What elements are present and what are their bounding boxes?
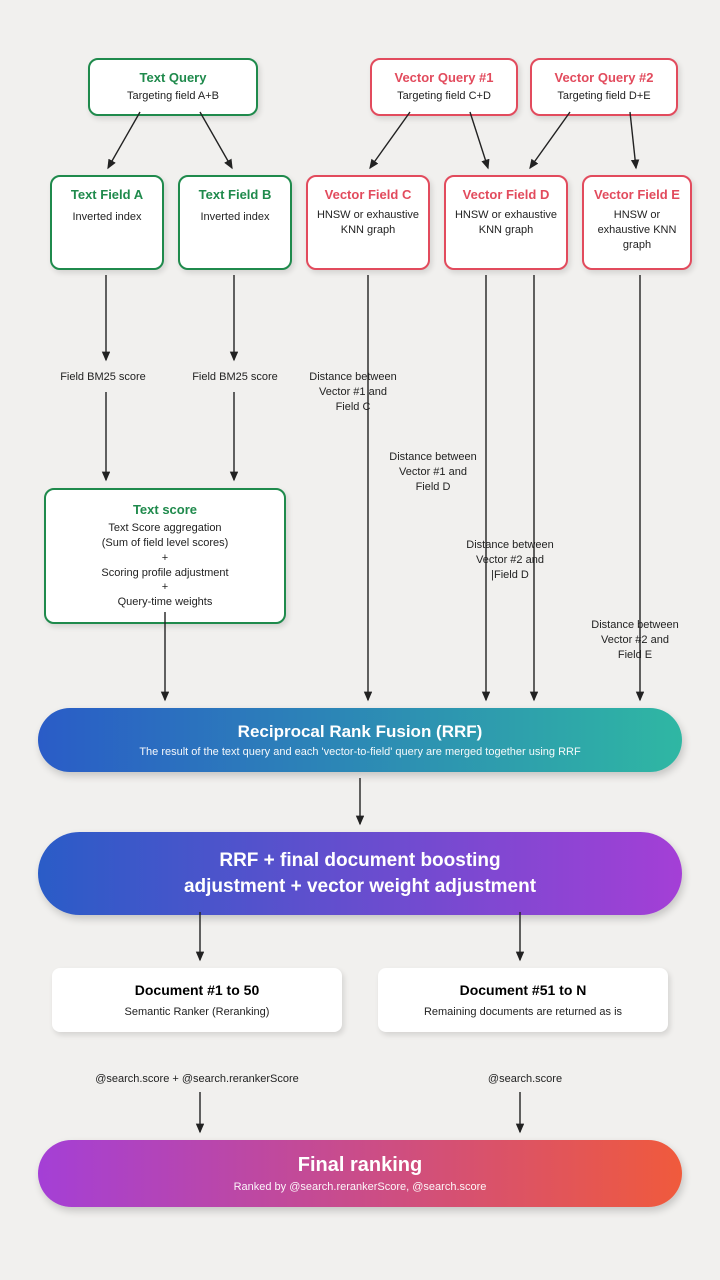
doc2-title: Document #51 to N <box>390 982 656 998</box>
bm25-a-label: Field BM25 score <box>48 370 158 385</box>
tfb-title: Text Field B <box>188 187 282 202</box>
dist-d1-label: Distance betweenVector #1 andField D <box>378 450 488 495</box>
text-score-line-3: Scoring profile adjustment <box>56 566 274 581</box>
rrf-title: Reciprocal Rank Fusion (RRF) <box>58 722 662 742</box>
text-score-line-0: Text Score aggregation <box>56 521 274 536</box>
dist-e-label: Distance betweenVector #2 andField E <box>570 618 700 663</box>
text-score-node: Text score Text Score aggregation (Sum o… <box>44 488 286 624</box>
text-query-node: Text Query Targeting field A+B <box>88 58 258 116</box>
text-score-line-2: + <box>56 551 274 566</box>
tfa-sub: Inverted index <box>60 210 154 225</box>
vfc-title: Vector Field C <box>316 187 420 202</box>
final-title: Final ranking <box>58 1154 662 1177</box>
doc1-title: Document #1 to 50 <box>64 982 330 998</box>
bm25-b-label: Field BM25 score <box>180 370 290 385</box>
text-field-a-node: Text Field A Inverted index <box>50 175 164 270</box>
vector-query-2-node: Vector Query #2 Targeting field D+E <box>530 58 678 116</box>
rrf-pill: Reciprocal Rank Fusion (RRF) The result … <box>38 708 682 772</box>
vector-field-d-node: Vector Field D HNSW or exhaustive KNN gr… <box>444 175 568 270</box>
text-query-title: Text Query <box>98 70 248 85</box>
final-pill: Final ranking Ranked by @search.reranker… <box>38 1140 682 1207</box>
text-score-line-5: Query-time weights <box>56 595 274 610</box>
vector-field-c-node: Vector Field C HNSW or exhaustive KNN gr… <box>306 175 430 270</box>
boost-pill: RRF + final document boostingadjustment … <box>38 832 682 915</box>
tfb-sub: Inverted index <box>188 210 282 225</box>
vq2-sub: Targeting field D+E <box>540 89 668 104</box>
rrf-sub: The result of the text query and each 'v… <box>58 746 662 758</box>
dist-c-label: Distance betweenVector #1 andField C <box>298 370 408 415</box>
vfd-sub: HNSW or exhaustive KNN graph <box>454 208 558 238</box>
vq1-title: Vector Query #1 <box>380 70 508 85</box>
text-score-line-4: + <box>56 580 274 595</box>
dist-d2-label: Distance betweenVector #2 and|Field D <box>450 538 570 583</box>
vfd-title: Vector Field D <box>454 187 558 202</box>
vfe-sub: HNSW or exhaustive KNN graph <box>592 208 682 253</box>
final-sub: Ranked by @search.rerankerScore, @search… <box>58 1181 662 1193</box>
vq1-sub: Targeting field C+D <box>380 89 508 104</box>
vector-query-1-node: Vector Query #1 Targeting field C+D <box>370 58 518 116</box>
text-query-sub: Targeting field A+B <box>98 89 248 104</box>
score-left-label: @search.score + @search.rerankerScore <box>72 1072 322 1087</box>
vfc-sub: HNSW or exhaustive KNN graph <box>316 208 420 238</box>
vq2-title: Vector Query #2 <box>540 70 668 85</box>
score-right-label: @search.score <box>470 1072 580 1087</box>
text-field-b-node: Text Field B Inverted index <box>178 175 292 270</box>
doc1-card: Document #1 to 50 Semantic Ranker (Reran… <box>52 968 342 1032</box>
tfa-title: Text Field A <box>60 187 154 202</box>
vector-field-e-node: Vector Field E HNSW or exhaustive KNN gr… <box>582 175 692 270</box>
boost-title: RRF + final document boostingadjustment … <box>78 848 642 899</box>
text-score-line-1: (Sum of field level scores) <box>56 536 274 551</box>
vfe-title: Vector Field E <box>592 187 682 202</box>
doc2-card: Document #51 to N Remaining documents ar… <box>378 968 668 1032</box>
text-score-title: Text score <box>56 502 274 517</box>
doc2-sub: Remaining documents are returned as is <box>390 1006 656 1018</box>
doc1-sub: Semantic Ranker (Reranking) <box>64 1006 330 1018</box>
